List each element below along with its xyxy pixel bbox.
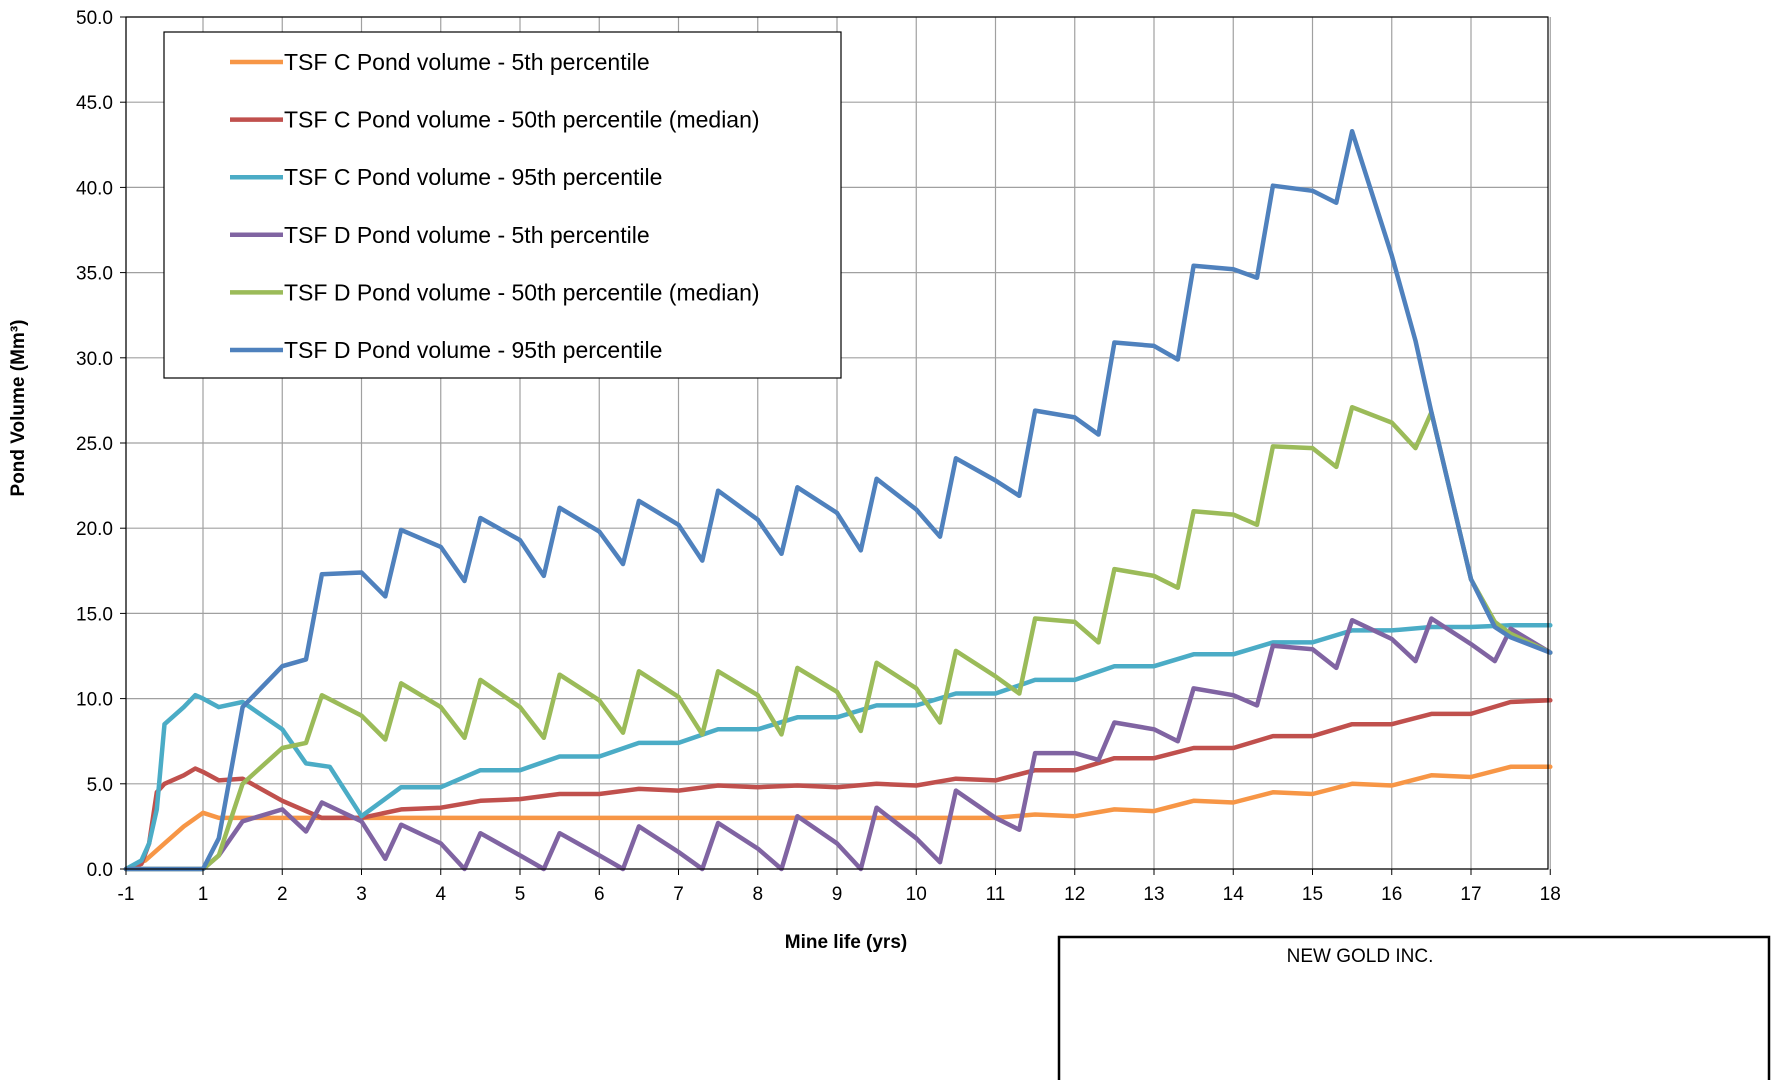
x-tick-label: 5 (515, 884, 526, 905)
series-line-3 (123, 623, 1553, 872)
company-box-frame (1057, 935, 1771, 1080)
legend-label-1: TSF C Pond volume - 5th percentile (284, 49, 650, 75)
y-tick-label: 5.0 (87, 775, 113, 796)
legend-label-2: TSF C Pond volume - 50th percentile (med… (284, 107, 760, 133)
x-axis-title: Mine life (yrs) (785, 932, 907, 953)
x-tick-label: 9 (832, 884, 843, 905)
x-tick-label: -1 (118, 884, 135, 905)
series-line-6 (123, 128, 1553, 872)
x-tick-label: 4 (435, 884, 446, 905)
y-tick-label: 10.0 (76, 690, 113, 711)
x-tick-label: 3 (356, 884, 367, 905)
y-tick-label: 25.0 (76, 434, 113, 455)
company-info-box: NEW GOLD INC. (1057, 935, 1771, 1080)
legend-label-4: TSF D Pond volume - 5th percentile (284, 222, 650, 248)
x-tick-label: 7 (673, 884, 684, 905)
x-tick-label: 16 (1381, 884, 1402, 905)
x-tick-label: 10 (906, 884, 927, 905)
y-axis-title: Pond Volume (Mm³) (8, 320, 29, 497)
x-axis-ticks: -1 1 2 3 4 5 6 7 8 9 10 11 12 13 14 15 16 17 18 (118, 869, 1561, 905)
x-tick-label: 18 (1540, 884, 1561, 905)
x-tick-label: 15 (1302, 884, 1323, 905)
legend-label-5: TSF D Pond volume - 50th percentile (med… (284, 279, 760, 305)
series-line-4 (123, 616, 1553, 872)
company-name: NEW GOLD INC. (1287, 946, 1434, 967)
x-tick-label: 8 (752, 884, 763, 905)
y-tick-label: 30.0 (76, 349, 113, 370)
y-tick-label: 45.0 (76, 93, 113, 114)
y-tick-label: 15.0 (76, 604, 113, 625)
series-line-1 (123, 764, 1553, 872)
y-tick-label: 40.0 (76, 178, 113, 199)
legend-box (163, 31, 842, 379)
x-tick-label: 17 (1460, 884, 1481, 905)
x-tick-label: 1 (198, 884, 209, 905)
x-tick-label: 12 (1064, 884, 1085, 905)
y-tick-label: 50.0 (76, 8, 113, 29)
legend-label-6: TSF D Pond volume - 95th percentile (284, 337, 662, 363)
chart-series (123, 128, 1553, 872)
x-tick-label: 6 (594, 884, 605, 905)
y-tick-label: 35.0 (76, 264, 113, 285)
x-tick-label: 2 (277, 884, 288, 905)
y-tick-label: 0.0 (87, 860, 113, 881)
legend-label-3: TSF C Pond volume - 95th percentile (284, 164, 662, 190)
x-tick-label: 13 (1143, 884, 1164, 905)
y-tick-label: 20.0 (76, 519, 113, 540)
series-line-2 (123, 698, 1553, 872)
y-axis-ticks: 0.0 5.0 10.0 15.0 20.0 25.0 30.0 35.0 40.0 45.0 50… (76, 8, 126, 881)
chart-legend: TSF C Pond volume - 5th percentile TSF C … (163, 31, 842, 379)
x-tick-label: 11 (986, 884, 1006, 905)
x-tick-label: 14 (1223, 884, 1245, 905)
series-line-5 (123, 404, 1553, 872)
